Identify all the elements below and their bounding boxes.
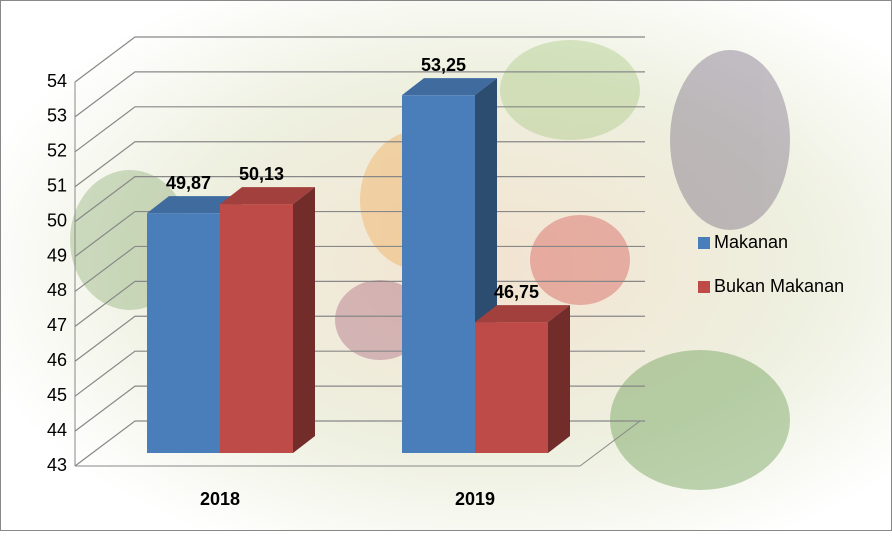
- grid-line: [74, 36, 645, 83]
- bar-top: [147, 196, 242, 214]
- y-tick-label: 50: [47, 210, 67, 230]
- value-label: 49,87: [166, 173, 211, 193]
- bar-top: [475, 305, 570, 323]
- value-label: 46,75: [494, 282, 539, 302]
- y-tick-label: 52: [47, 141, 67, 161]
- legend-label: Makanan: [714, 232, 788, 252]
- y-tick-label: 54: [47, 71, 67, 91]
- bar: [402, 95, 475, 453]
- legend-swatch: [698, 237, 710, 249]
- y-tick-label: 48: [47, 280, 67, 300]
- bar: [220, 204, 293, 453]
- y-tick-label: 53: [47, 106, 67, 126]
- bar-top: [220, 187, 315, 205]
- y-tick-label: 45: [47, 385, 67, 405]
- value-label: 50,13: [239, 164, 284, 184]
- y-tick-label: 51: [47, 175, 67, 195]
- bar: [475, 322, 548, 453]
- legend-label: Bukan Makanan: [714, 276, 844, 296]
- value-label: 53,25: [421, 55, 466, 75]
- bar: [147, 213, 220, 453]
- bar-side: [293, 187, 315, 453]
- y-tick-label: 46: [47, 350, 67, 370]
- x-tick-label: 2019: [455, 489, 495, 509]
- grid-line: [74, 71, 645, 118]
- y-tick-label: 44: [47, 420, 67, 440]
- floor-line: [579, 420, 641, 467]
- bar-side: [548, 305, 570, 453]
- legend-swatch: [698, 281, 710, 293]
- y-tick-label: 49: [47, 245, 67, 265]
- bar-top: [402, 78, 497, 96]
- y-tick-label: 43: [47, 455, 67, 475]
- x-tick-label: 2018: [200, 489, 240, 509]
- y-tick-label: 47: [47, 315, 67, 335]
